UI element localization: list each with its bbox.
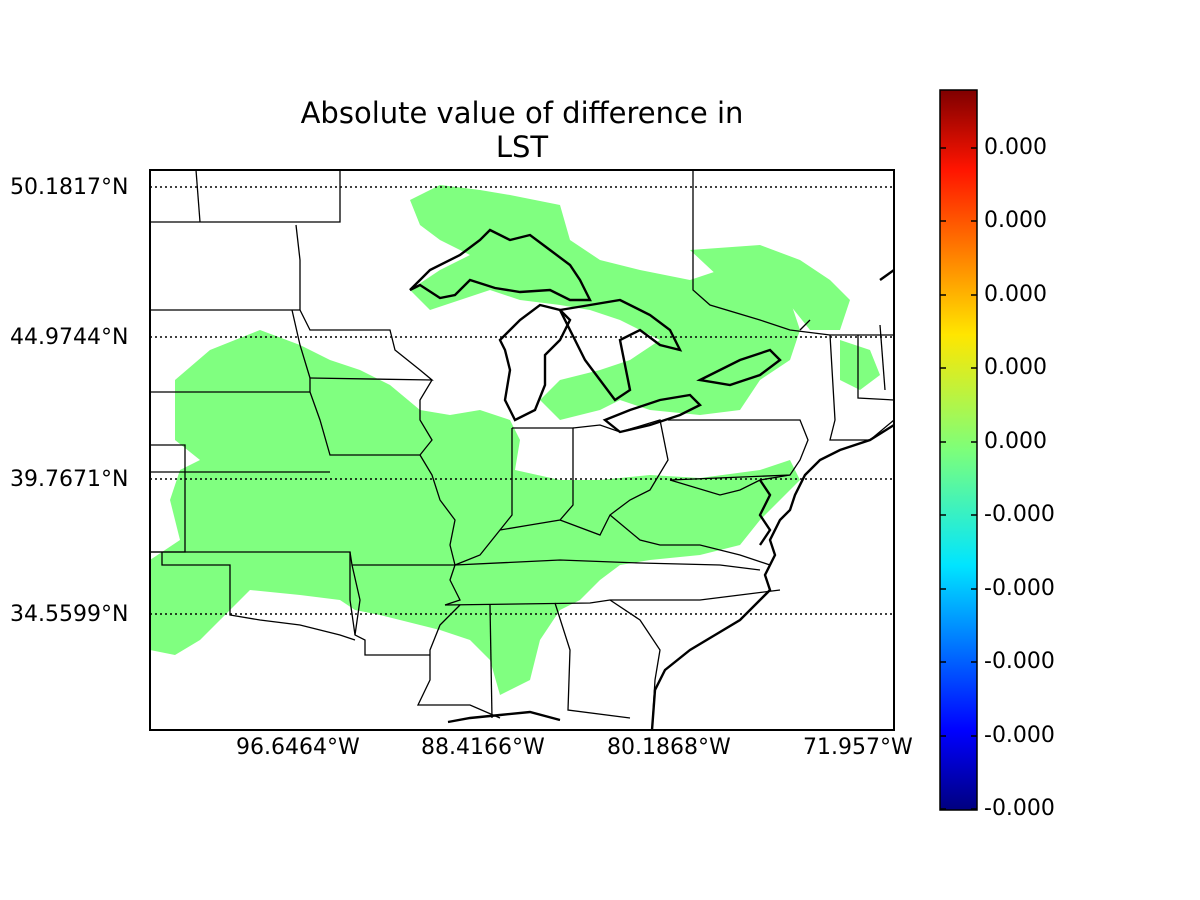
colorbar-tick-label-7: -0.000 [984,576,1055,601]
colorbar-ticks [940,147,977,810]
plot-title-line-1: Absolute value of difference in [300,96,744,130]
latitude-label-2: 44.9744°N [10,325,129,350]
latitude-label-3: 39.7671°N [10,467,129,492]
colorbar-tick-label-2: 0.000 [984,208,1047,233]
colorbar-tick-label-6: -0.000 [984,502,1055,527]
longitude-label-2: 88.4166°W [421,735,545,760]
longitude-label-3: 80.1868°W [607,735,731,760]
longitude-label-1: 96.6464°W [236,735,360,760]
plot-title: Absolute value of difference in LST [150,96,894,164]
colorbar-tick-label-4: 0.000 [984,355,1047,380]
colorbar-frame [939,89,978,811]
colorbar-tick-label-10: -0.000 [984,796,1055,821]
data-field [150,185,880,695]
colorbar [940,90,977,810]
colorbar-tick-label-5: 0.000 [984,429,1047,454]
latitude-label-4: 34.5599°N [10,602,129,627]
coastlines [409,228,894,730]
graticule [150,186,894,615]
colorbar-tick-label-8: -0.000 [984,649,1055,674]
colorbar-tick-label-3: 0.000 [984,282,1047,307]
longitude-label-4: 71.957°W [803,735,913,760]
map-area [150,170,894,730]
colorbar-tick-label-9: -0.000 [984,723,1055,748]
latitude-label-1: 50.1817°N [10,175,129,200]
plot-title-line-2: LST [495,130,549,164]
map-frame [149,169,895,731]
colorbar-tick-label-1: 0.000 [984,135,1047,160]
